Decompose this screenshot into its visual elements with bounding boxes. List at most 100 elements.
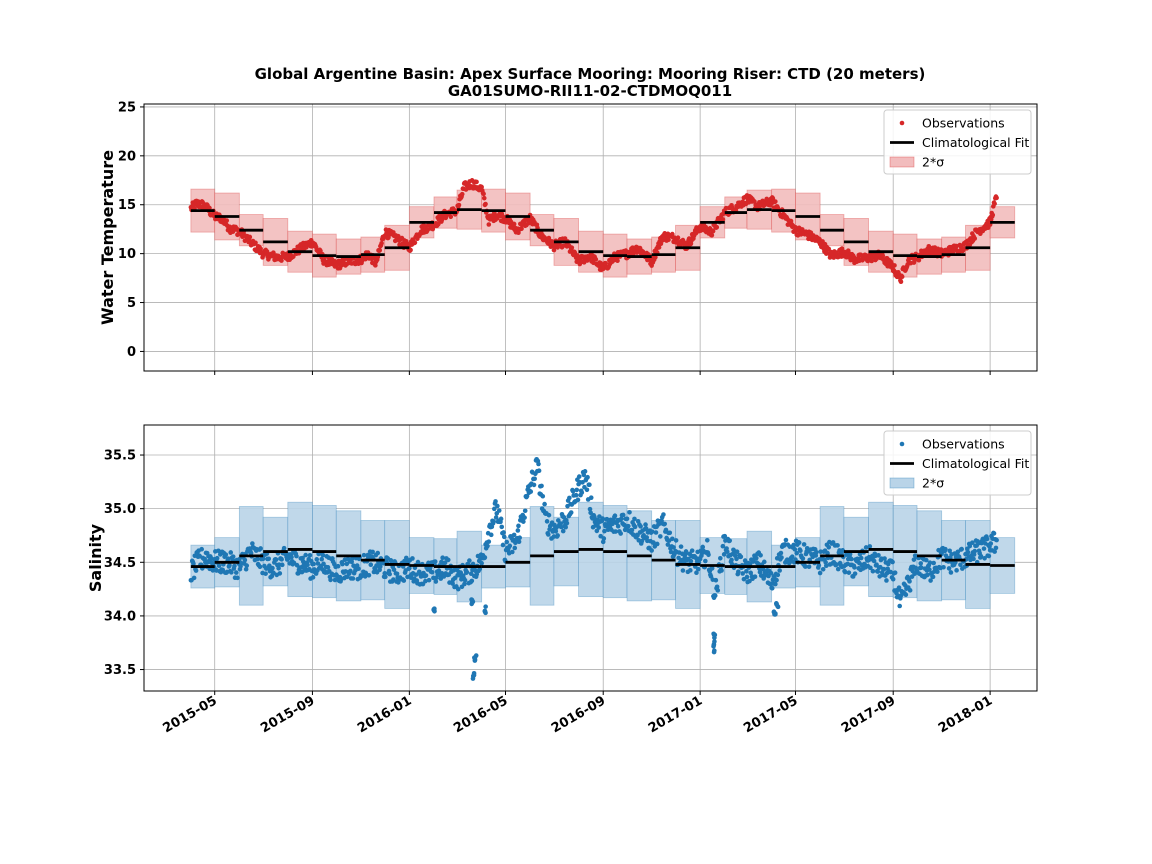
observation-point	[499, 517, 504, 522]
observation-point	[434, 579, 439, 584]
y-tick-label: 15	[118, 198, 136, 213]
observation-point	[303, 553, 308, 558]
observation-point	[797, 540, 802, 545]
observation-point	[224, 218, 229, 223]
y-tick-label: 10	[118, 247, 136, 262]
observation-point	[474, 180, 479, 185]
observation-point	[470, 579, 475, 584]
observation-point	[433, 559, 438, 564]
observation-point	[234, 570, 239, 575]
observation-point	[935, 569, 940, 574]
observation-point	[943, 547, 948, 552]
y-tick-label: 5	[127, 296, 136, 311]
observation-point	[954, 568, 959, 573]
y-tick-label: 35.5	[104, 449, 136, 464]
observation-point	[705, 538, 710, 543]
observation-point	[479, 561, 484, 566]
observation-point	[457, 203, 462, 208]
observation-point	[215, 556, 220, 561]
observation-point	[798, 548, 803, 553]
observation-point	[621, 513, 626, 518]
legend-observations-marker	[900, 442, 905, 447]
observation-point	[643, 522, 648, 527]
observation-point	[711, 229, 716, 234]
observation-point	[217, 563, 222, 568]
observation-point	[985, 537, 990, 542]
observation-point	[947, 566, 952, 571]
observation-point	[982, 546, 987, 551]
observation-point	[580, 490, 585, 495]
observation-point	[745, 575, 750, 580]
observation-point	[563, 525, 568, 530]
observation-point	[258, 564, 263, 569]
observation-point	[649, 548, 654, 553]
observation-point	[270, 566, 275, 571]
observation-point	[871, 569, 876, 574]
observation-point	[497, 508, 502, 513]
observation-point	[305, 563, 310, 568]
chart-title-line-1: Global Argentine Basin: Apex Surface Moo…	[0, 66, 1152, 83]
observation-point	[430, 570, 435, 575]
observation-point	[424, 573, 429, 578]
legend-sigma-patch	[890, 478, 914, 488]
observation-point	[988, 541, 993, 546]
observation-point	[594, 257, 599, 262]
observation-point	[625, 516, 630, 521]
observation-point	[517, 539, 522, 544]
observation-outlier	[483, 604, 488, 609]
observation-point	[667, 530, 672, 535]
observation-point	[908, 588, 913, 593]
observation-point	[966, 550, 971, 555]
x-tick-label: 2015-09	[258, 693, 317, 736]
observation-point	[308, 553, 313, 558]
observation-point	[499, 525, 504, 530]
observation-point	[779, 555, 784, 560]
observation-point	[893, 570, 898, 575]
legend-entry-label: 2*σ	[922, 476, 944, 491]
observation-point	[676, 235, 681, 240]
observation-point	[739, 555, 744, 560]
observation-point	[583, 469, 588, 474]
observation-point	[770, 586, 775, 591]
observation-point	[574, 493, 579, 498]
observation-point	[784, 538, 789, 543]
observation-point	[777, 568, 782, 573]
observation-point	[814, 550, 819, 555]
observation-point	[387, 572, 392, 577]
y-tick-label: 20	[118, 149, 136, 164]
observation-point	[774, 578, 779, 583]
observation-point	[972, 549, 977, 554]
observation-point	[410, 556, 415, 561]
observation-point	[501, 543, 506, 548]
observation-point	[491, 519, 496, 524]
observation-point	[540, 494, 545, 499]
observation-point	[715, 588, 720, 593]
y-tick-label: 34.0	[104, 609, 136, 624]
observation-point	[891, 577, 896, 582]
observation-point	[465, 570, 470, 575]
observation-point	[483, 202, 488, 207]
observation-point	[502, 535, 507, 540]
legend-entry-label: Observations	[922, 437, 1005, 452]
y-tick-label: 25	[118, 100, 136, 115]
observation-point	[690, 548, 695, 553]
legend: Observations Climatological Fit 2*σ	[884, 431, 1031, 495]
observation-point	[959, 547, 964, 552]
observation-point	[539, 484, 544, 489]
observation-point	[542, 502, 547, 507]
observation-point	[762, 560, 767, 565]
observation-point	[545, 519, 550, 524]
observation-point	[585, 475, 590, 480]
observation-point	[483, 555, 488, 560]
observation-point	[487, 539, 492, 544]
observation-outlier	[469, 597, 474, 602]
observation-point	[654, 530, 659, 535]
observation-point	[199, 547, 204, 552]
observation-point	[807, 564, 812, 569]
observation-point	[779, 551, 784, 556]
observation-point	[736, 569, 741, 574]
observation-point	[311, 575, 316, 580]
observation-point	[227, 563, 232, 568]
observation-outlier	[712, 650, 717, 655]
